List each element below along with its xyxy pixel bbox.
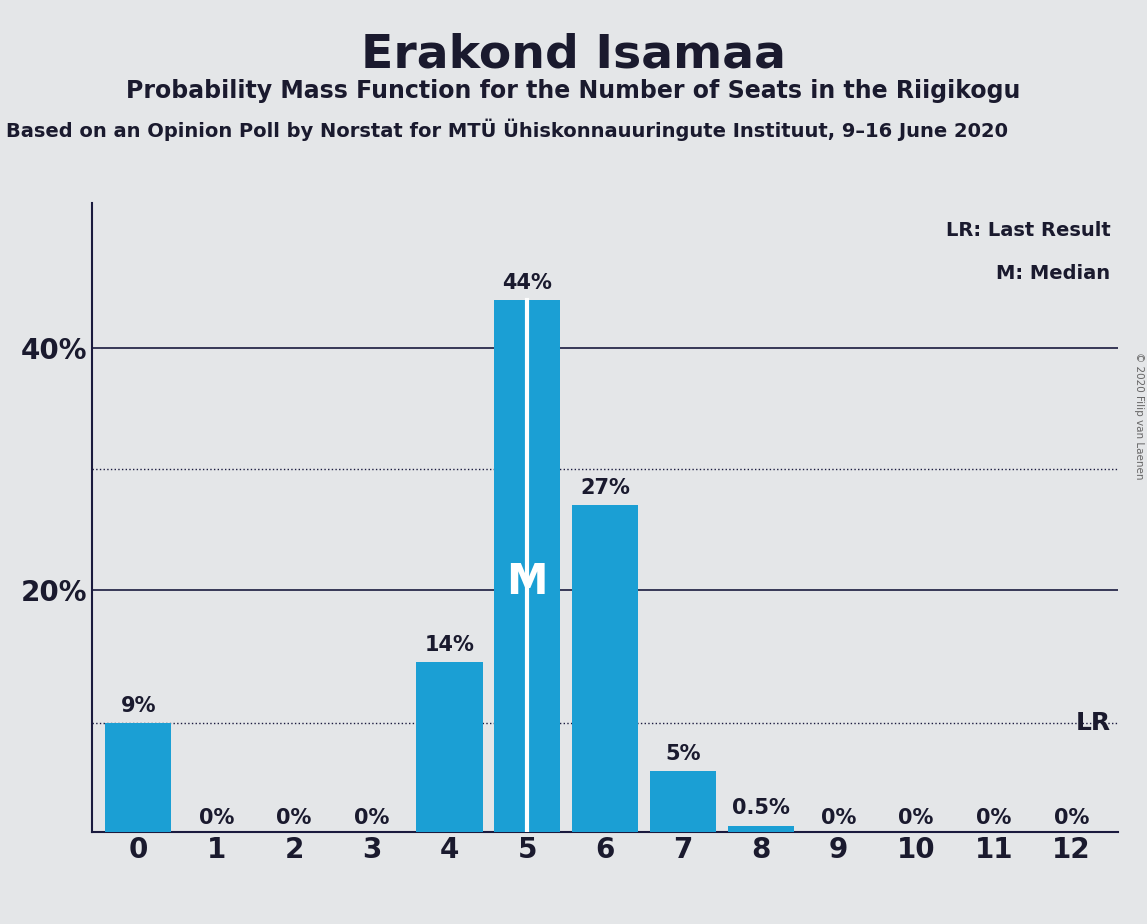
- Bar: [572, 505, 638, 832]
- Text: © 2020 Filip van Laenen: © 2020 Filip van Laenen: [1134, 352, 1144, 480]
- Bar: [106, 723, 171, 832]
- Text: LR: Last Result: LR: Last Result: [946, 222, 1110, 240]
- Text: 0%: 0%: [198, 808, 234, 828]
- Text: 9%: 9%: [120, 696, 156, 715]
- Text: Erakond Isamaa: Erakond Isamaa: [361, 32, 786, 78]
- Text: 44%: 44%: [502, 273, 552, 293]
- Text: M: M: [507, 561, 548, 602]
- Text: 0%: 0%: [276, 808, 312, 828]
- Bar: [649, 772, 716, 832]
- Text: Based on an Opinion Poll by Norstat for MTÜ Ühiskonnauuringute Instituut, 9–16 J: Based on an Opinion Poll by Norstat for …: [6, 118, 1008, 140]
- Text: 0%: 0%: [1054, 808, 1090, 828]
- Text: 0%: 0%: [354, 808, 390, 828]
- Bar: [416, 663, 483, 832]
- Bar: [727, 825, 794, 832]
- Text: 14%: 14%: [424, 635, 475, 655]
- Bar: [494, 300, 561, 832]
- Text: LR: LR: [1076, 711, 1110, 735]
- Text: 5%: 5%: [665, 744, 701, 764]
- Text: 0%: 0%: [898, 808, 934, 828]
- Text: 0%: 0%: [820, 808, 856, 828]
- Text: Probability Mass Function for the Number of Seats in the Riigikogu: Probability Mass Function for the Number…: [126, 79, 1021, 103]
- Text: 0%: 0%: [976, 808, 1012, 828]
- Text: 27%: 27%: [580, 478, 630, 498]
- Text: M: Median: M: Median: [997, 263, 1110, 283]
- Text: 0.5%: 0.5%: [732, 798, 789, 819]
